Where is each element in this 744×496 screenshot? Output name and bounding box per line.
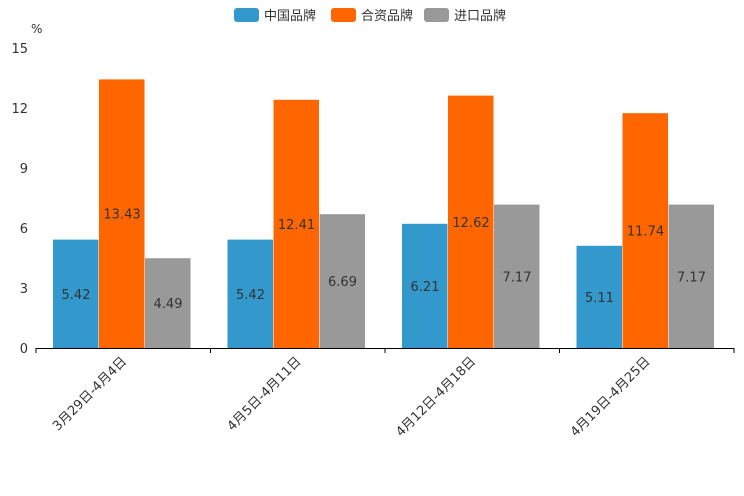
bar-2-4 — [622, 113, 668, 348]
x-category-label: 4月5日-4月11日 — [225, 354, 305, 434]
data-label: 7.17 — [503, 270, 532, 285]
bar-2-3 — [448, 95, 494, 348]
legend-swatch-3 — [424, 8, 449, 22]
y-tick-label: 6 — [20, 222, 28, 237]
bar-3-4 — [668, 204, 714, 348]
bar-1-2 — [227, 239, 273, 348]
data-label: 4.49 — [154, 297, 183, 312]
y-axis-unit-label: % — [31, 22, 42, 36]
data-label: 11.74 — [627, 225, 664, 240]
data-label: 13.43 — [103, 208, 140, 223]
data-label: 12.62 — [452, 216, 489, 231]
bars: 5.42 13.43 4.49 5.42 12.41 6.69 6.21 12.62 7.17 5… — [53, 79, 714, 349]
bar-1-4 — [576, 245, 622, 348]
data-label: 6.69 — [328, 275, 357, 290]
y-axis: 0 3 6 9 12 15 — [11, 42, 28, 357]
data-label: 6.21 — [411, 280, 440, 295]
x-category-label: 4月19日-4月25日 — [568, 354, 654, 440]
bar-1-1 — [53, 239, 99, 348]
x-category-label: 3月29日-4月4日 — [50, 354, 130, 434]
x-axis: 3月29日-4月4日 4月5日-4月11日 4月12日-4月18日 4月19日-4月2… — [35, 348, 735, 440]
legend-label-2: 合资品牌 — [361, 8, 413, 24]
y-tick-label: 9 — [20, 162, 28, 177]
bar-2-2 — [273, 99, 319, 348]
legend-swatch-1 — [234, 8, 259, 22]
bar-3-2 — [319, 214, 365, 348]
y-tick-label: 12 — [11, 102, 28, 117]
bar-2-1 — [99, 79, 145, 349]
bar-3-1 — [145, 258, 191, 348]
y-tick-label: 0 — [20, 342, 28, 357]
y-tick-label: 15 — [11, 42, 28, 57]
legend-label-3: 进口品牌 — [454, 8, 506, 24]
legend: 中国品牌 合资品牌 进口品牌 — [234, 8, 506, 24]
data-label: 5.42 — [236, 288, 265, 303]
data-label: 5.11 — [585, 291, 614, 306]
legend-label-1: 中国品牌 — [264, 8, 316, 24]
data-label: 5.42 — [62, 288, 91, 303]
bar-1-3 — [402, 223, 448, 348]
x-category-label: 4月12日-4月18日 — [393, 354, 479, 440]
bar-3-3 — [494, 204, 540, 348]
y-tick-label: 3 — [20, 282, 28, 297]
data-label: 12.41 — [278, 218, 315, 233]
data-label: 7.17 — [677, 270, 706, 285]
legend-swatch-2 — [331, 8, 356, 22]
